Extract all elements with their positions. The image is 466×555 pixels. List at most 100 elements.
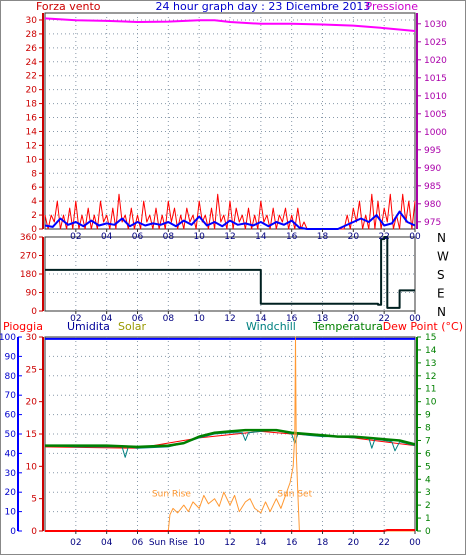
compass-label: W bbox=[437, 250, 449, 264]
compass-label: N bbox=[437, 305, 446, 319]
solar-line bbox=[45, 336, 415, 532]
x-tick-label: 16 bbox=[286, 232, 298, 242]
humidity-y-tick-label: 0 bbox=[10, 527, 16, 537]
pressure-panel-label: Pressione bbox=[366, 0, 419, 13]
humidity-y-tick-label: 70 bbox=[5, 391, 17, 401]
rain-y-tick-label: 20 bbox=[26, 398, 38, 408]
pressure-y-tick-label: 1000 bbox=[424, 128, 447, 138]
humidity-y-tick-label: 60 bbox=[5, 411, 17, 421]
direction-y-tick-label: 270 bbox=[20, 252, 37, 262]
pressure-y-tick-label: 990 bbox=[424, 164, 441, 174]
humidity-y-tick-label: 50 bbox=[5, 430, 17, 440]
legend-pioggia: Pioggia bbox=[3, 320, 43, 333]
x-tick-label: 18 bbox=[317, 314, 329, 324]
grid-lines bbox=[45, 13, 415, 531]
x-tick-label: 04 bbox=[101, 314, 113, 324]
compass-label: S bbox=[437, 268, 445, 282]
x-tick-label: 14 bbox=[255, 232, 267, 242]
x-tick-label: 16 bbox=[286, 538, 298, 548]
x-tick-label: 00 bbox=[409, 538, 421, 548]
pressure-y-tick-label: 1025 bbox=[424, 38, 447, 48]
x-tick-label: 22 bbox=[378, 232, 389, 242]
x-tick-label: 10 bbox=[193, 314, 205, 324]
wind-y-tick-label: 22 bbox=[26, 72, 37, 82]
wind-y-tick-label: 20 bbox=[26, 86, 38, 96]
x-tick-label: 06 bbox=[132, 232, 144, 242]
x-tick-label: 02 bbox=[70, 232, 81, 242]
x-tick-label: 06 bbox=[132, 538, 144, 548]
x-tick-label: 04 bbox=[101, 538, 113, 548]
compass-label: E bbox=[437, 287, 445, 301]
wind-y-tick-label: 26 bbox=[26, 44, 38, 54]
rain-y-tick-label: 30 bbox=[26, 333, 38, 343]
pressure-y-tick-label: 1030 bbox=[424, 20, 447, 30]
wind-direction-line bbox=[45, 236, 415, 309]
legend-dew-point: Dew Point (°C) bbox=[383, 320, 463, 333]
x-tick-label: 22 bbox=[378, 314, 389, 324]
wind-y-tick-label: 10 bbox=[26, 155, 38, 165]
temperature-y-tick-label: 1 bbox=[425, 514, 431, 524]
x-tick-label: 02 bbox=[70, 314, 81, 324]
direction-y-tick-label: 360 bbox=[20, 233, 37, 243]
x-tick-label: 16 bbox=[286, 314, 298, 324]
x-tick-label: 10 bbox=[193, 232, 205, 242]
wind-gust-line bbox=[44, 193, 416, 230]
rain-y-tick-label: 15 bbox=[26, 430, 37, 440]
temperature-y-tick-label: 3 bbox=[425, 488, 431, 498]
humidity-y-tick-label: 10 bbox=[5, 508, 17, 518]
wind-panel-label: Forza vento bbox=[36, 0, 101, 13]
pressure-line bbox=[44, 17, 416, 32]
x-tick-label: 18 bbox=[317, 232, 329, 242]
humidity-y-tick-label: 100 bbox=[0, 333, 16, 343]
temperature-y-tick-label: 5 bbox=[425, 462, 431, 472]
legend-solar: Solar bbox=[118, 320, 147, 333]
humidity-y-tick-label: 80 bbox=[5, 372, 17, 382]
rain-y-tick-label: 5 bbox=[31, 495, 37, 505]
sunrise-annotation: Sun Rise bbox=[152, 490, 191, 500]
x-tick-label: 20 bbox=[348, 314, 360, 324]
x-tick-label: 06 bbox=[132, 314, 144, 324]
rain-y-tick-label: 25 bbox=[26, 365, 37, 375]
sunset-annotation: Sun Set bbox=[277, 490, 312, 500]
wind-y-tick-label: 2 bbox=[31, 211, 37, 221]
temperature-y-tick-label: 6 bbox=[425, 449, 431, 459]
pressure-y-tick-label: 1005 bbox=[424, 110, 447, 120]
rain-y-tick-label: 10 bbox=[26, 462, 38, 472]
x-tick-label: 00 bbox=[409, 314, 421, 324]
x-tick-label: 00 bbox=[409, 232, 421, 242]
direction-y-tick-label: 90 bbox=[26, 289, 38, 299]
x-tick-label: 12 bbox=[224, 232, 235, 242]
humidity-y-tick-label: 90 bbox=[5, 352, 17, 362]
compass-label: N bbox=[437, 231, 446, 245]
temperature-y-tick-label: 15 bbox=[425, 333, 436, 343]
temperature-line bbox=[45, 428, 416, 449]
tick-labels: 0246810121416182022242628309759809859909… bbox=[0, 13, 449, 548]
x-tick-label: 20 bbox=[348, 232, 360, 242]
direction-y-tick-label: 0 bbox=[31, 307, 37, 317]
legend-windchill: Windchill bbox=[246, 320, 296, 333]
pressure-y-tick-label: 975 bbox=[424, 218, 441, 228]
wind-y-tick-label: 18 bbox=[26, 100, 38, 110]
wind-y-tick-label: 4 bbox=[31, 197, 37, 207]
rain-line bbox=[45, 529, 415, 532]
x-tick-label: 14 bbox=[255, 538, 267, 548]
temperature-y-tick-label: 2 bbox=[425, 501, 431, 511]
pressure-y-tick-label: 1015 bbox=[424, 74, 447, 84]
x-tick-label: 12 bbox=[224, 538, 235, 548]
x-tick-label: 12 bbox=[224, 314, 235, 324]
wind-y-tick-label: 28 bbox=[26, 30, 38, 40]
x-tick-label: 20 bbox=[348, 538, 360, 548]
pressure-y-tick-label: 1020 bbox=[424, 56, 447, 66]
temperature-y-tick-label: 13 bbox=[425, 359, 436, 369]
graph-title: 24 hour graph day : 23 Dicembre 2013 bbox=[156, 0, 371, 13]
temperature-y-tick-label: 0 bbox=[425, 527, 431, 537]
temperature-y-tick-label: 14 bbox=[425, 346, 437, 356]
wind-y-tick-label: 12 bbox=[26, 141, 37, 151]
temperature-y-tick-label: 7 bbox=[425, 436, 431, 446]
humidity-y-tick-label: 40 bbox=[5, 449, 17, 459]
pressure-y-tick-label: 980 bbox=[424, 200, 441, 210]
temperature-y-tick-label: 9 bbox=[425, 411, 431, 421]
series-lines bbox=[44, 17, 416, 532]
